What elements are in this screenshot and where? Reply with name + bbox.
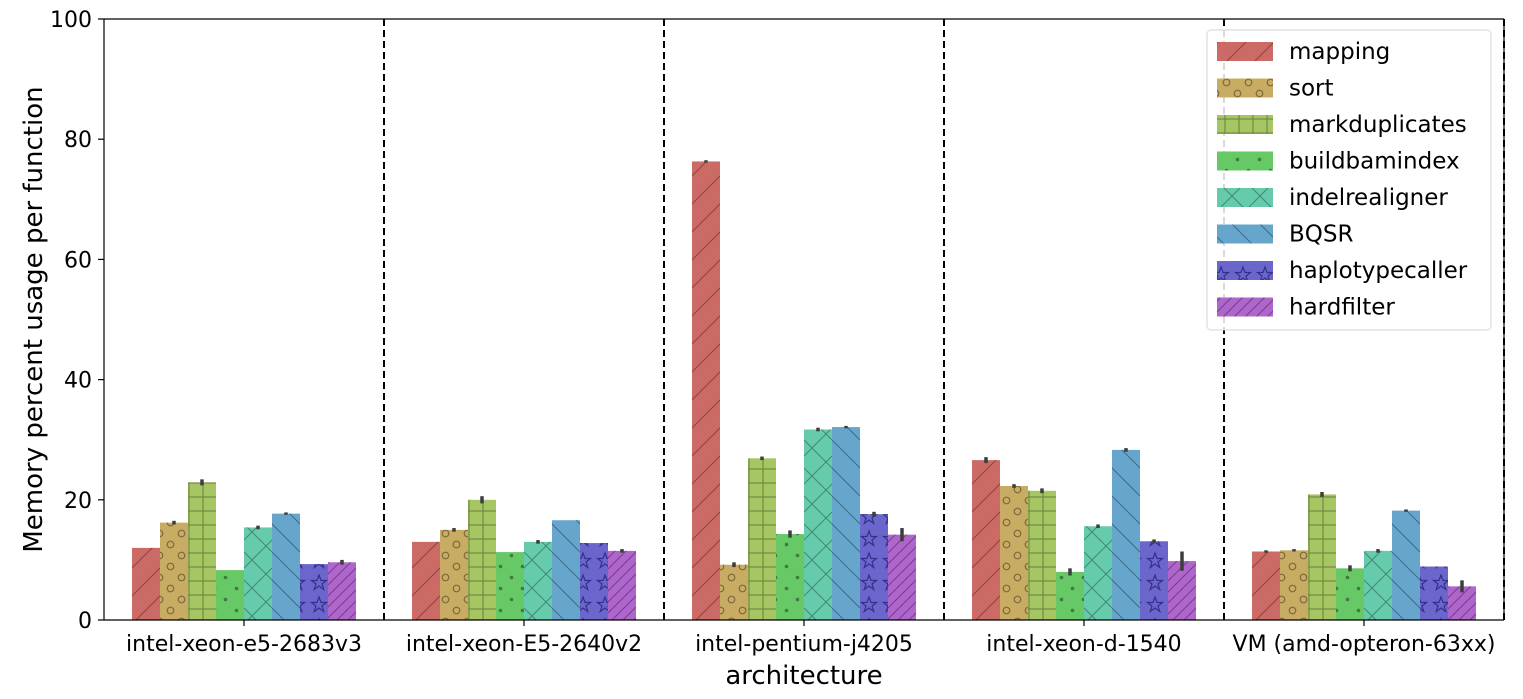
bar-pattern-mapping-0 (132, 547, 160, 620)
bar-pattern-haplotypecaller-2 (860, 514, 888, 620)
legend-label-haplotypecaller: haplotypecaller (1289, 258, 1468, 284)
legend-label-indelrealigner: indelrealigner (1289, 185, 1448, 211)
bar-pattern-mapping-4 (1252, 551, 1280, 620)
bar-pattern-mapping-3 (972, 460, 1000, 620)
y-tick-label-80: 80 (64, 128, 92, 153)
bar-pattern-buildbamindex-2 (776, 534, 804, 620)
legend-box (1206, 29, 1492, 331)
axes: 0 20 40 60 80 100 intel-xeon-e5-2683v3 intel-xe… (19, 8, 1505, 691)
bar-pattern-BQSR-2 (832, 427, 860, 620)
bar-pattern-haplotypecaller-1 (580, 543, 608, 620)
y-tick-label-20: 20 (64, 489, 92, 514)
bar-pattern-markduplicates-4 (1308, 494, 1336, 620)
legend-swatch-pattern-hardfilter (1217, 297, 1273, 317)
y-tick-label-60: 60 (64, 248, 92, 273)
bar-pattern-hardfilter-1 (608, 550, 636, 620)
bar-pattern-haplotypecaller-3 (1140, 541, 1168, 620)
legend-label-markduplicates: markduplicates (1289, 112, 1467, 138)
bar-pattern-indelrealigner-4 (1364, 550, 1392, 620)
bar-pattern-indelrealigner-3 (1084, 526, 1112, 620)
bar-pattern-sort-0 (160, 522, 188, 620)
legend-swatch-pattern-haplotypecaller (1217, 261, 1273, 280)
bar-pattern-hardfilter-3 (1168, 561, 1196, 620)
bar-pattern-hardfilter-0 (328, 562, 356, 620)
y-tick-label-40: 40 (64, 369, 92, 394)
bar-pattern-buildbamindex-3 (1056, 571, 1084, 620)
legend-label-mapping: mapping (1289, 39, 1390, 65)
legend-label-buildbamindex: buildbamindex (1289, 149, 1460, 175)
bar-pattern-sort-2 (720, 564, 748, 620)
bar-pattern-sort-3 (1000, 485, 1028, 620)
x-tick-label-4: VM (amd-opteron-63xx) (1233, 632, 1496, 657)
legend-label-hardfilter: hardfilter (1289, 295, 1395, 321)
bar-pattern-markduplicates-1 (468, 499, 496, 620)
y-tick-label-0: 0 (78, 609, 92, 634)
bar-pattern-buildbamindex-4 (1336, 568, 1364, 620)
y-tick-label-100: 100 (50, 8, 92, 33)
bar-pattern-indelrealigner-2 (804, 429, 832, 620)
bar-pattern-mapping-1 (412, 541, 440, 620)
legend-swatch-pattern-markduplicates (1217, 115, 1273, 134)
x-tick-label-3: intel-xeon-d-1540 (986, 632, 1181, 657)
x-tick-label-2: intel-pentium-j4205 (695, 632, 913, 657)
legend-label-sort: sort (1289, 76, 1334, 102)
bar-pattern-markduplicates-2 (748, 458, 776, 620)
y-axis-title: Memory percent usage per function (19, 86, 49, 552)
bar-pattern-sort-4 (1280, 550, 1308, 620)
legend-swatch-pattern-mapping (1217, 42, 1273, 61)
legend-swatch-pattern-buildbamindex (1217, 151, 1273, 171)
plot-area (132, 19, 1505, 620)
legend-swatch-pattern-BQSR (1217, 224, 1273, 244)
bar-pattern-indelrealigner-0 (244, 527, 272, 620)
bar-pattern-sort-1 (440, 529, 468, 620)
bar-pattern-haplotypecaller-4 (1420, 566, 1448, 620)
bar-pattern-buildbamindex-0 (216, 570, 244, 620)
bar-pattern-mapping-2 (692, 161, 720, 620)
bar-pattern-BQSR-1 (552, 520, 580, 620)
bar-pattern-markduplicates-0 (188, 482, 216, 620)
bar-pattern-haplotypecaller-0 (300, 564, 328, 620)
legend-swatch-pattern-indelrealigner (1217, 188, 1273, 207)
legend-swatch-pattern-sort (1217, 78, 1273, 98)
bar-pattern-markduplicates-3 (1028, 490, 1056, 620)
bar-pattern-hardfilter-2 (888, 534, 916, 620)
bar-pattern-BQSR-0 (272, 513, 300, 620)
legend-label-BQSR: BQSR (1289, 222, 1353, 248)
legend: mapping sort markduplicates buildbamindex in… (1206, 29, 1492, 331)
bar-pattern-BQSR-4 (1392, 510, 1420, 620)
x-tick-label-1: intel-xeon-E5-2640v2 (406, 632, 642, 657)
bar-pattern-BQSR-3 (1112, 449, 1140, 620)
bar-pattern-buildbamindex-1 (496, 552, 524, 620)
bar-pattern-indelrealigner-1 (524, 541, 552, 620)
x-tick-label-0: intel-xeon-e5-2683v3 (126, 632, 362, 657)
x-axis-title: architecture (725, 661, 882, 691)
